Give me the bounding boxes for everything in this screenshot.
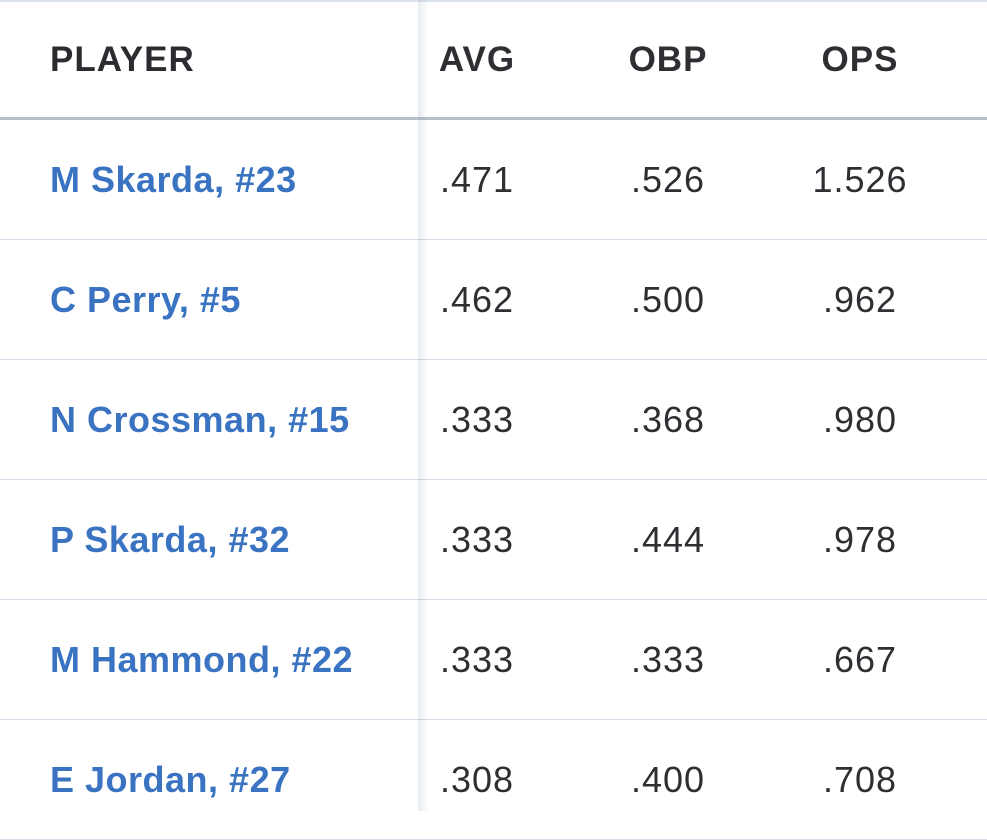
header-row: PLAYER AVG OBP OPS: [0, 2, 987, 120]
column-header: OBP: [628, 39, 708, 79]
stat-value: .980: [822, 398, 898, 440]
stat-value: .471: [439, 158, 515, 200]
stat-value: .526: [630, 158, 706, 200]
column-header: PLAYER: [50, 39, 195, 79]
column-header: AVG: [438, 39, 516, 79]
player-row: M Skarda, #23 .471 .526 1.526: [0, 120, 987, 240]
stat-value: .333: [439, 398, 515, 440]
player-link[interactable]: M Hammond, #22: [50, 638, 354, 680]
stat-value: .500: [630, 278, 706, 320]
stat-value: .978: [822, 518, 898, 560]
stat-value: .708: [822, 758, 898, 800]
stat-value: .368: [630, 398, 706, 440]
player-row: P Skarda, #32 .333 .444 .978: [0, 480, 987, 600]
stat-value: 1.526: [812, 158, 908, 200]
player-row: E Jordan, #27 .308 .400 .708: [0, 720, 987, 840]
player-row: N Crossman, #15 .333 .368 .980: [0, 360, 987, 480]
player-link[interactable]: E Jordan, #27: [50, 758, 291, 800]
player-link[interactable]: M Skarda, #23: [50, 158, 297, 200]
player-row: C Perry, #5 .462 .500 .962: [0, 240, 987, 360]
player-link[interactable]: C Perry, #5: [50, 278, 241, 320]
stat-value: .400: [630, 758, 706, 800]
stat-value: .308: [439, 758, 515, 800]
stat-value: .667: [822, 638, 898, 680]
player-row: M Hammond, #22 .333 .333 .667: [0, 600, 987, 720]
stat-value: .444: [630, 518, 706, 560]
player-link[interactable]: P Skarda, #32: [50, 518, 291, 560]
stat-value: .333: [630, 638, 706, 680]
stat-value: .333: [439, 638, 515, 680]
stat-value: .333: [439, 518, 515, 560]
stat-value: .962: [822, 278, 898, 320]
player-link[interactable]: N Crossman, #15: [50, 398, 350, 440]
stat-value: .462: [439, 278, 515, 320]
column-header: OPS: [821, 39, 899, 79]
